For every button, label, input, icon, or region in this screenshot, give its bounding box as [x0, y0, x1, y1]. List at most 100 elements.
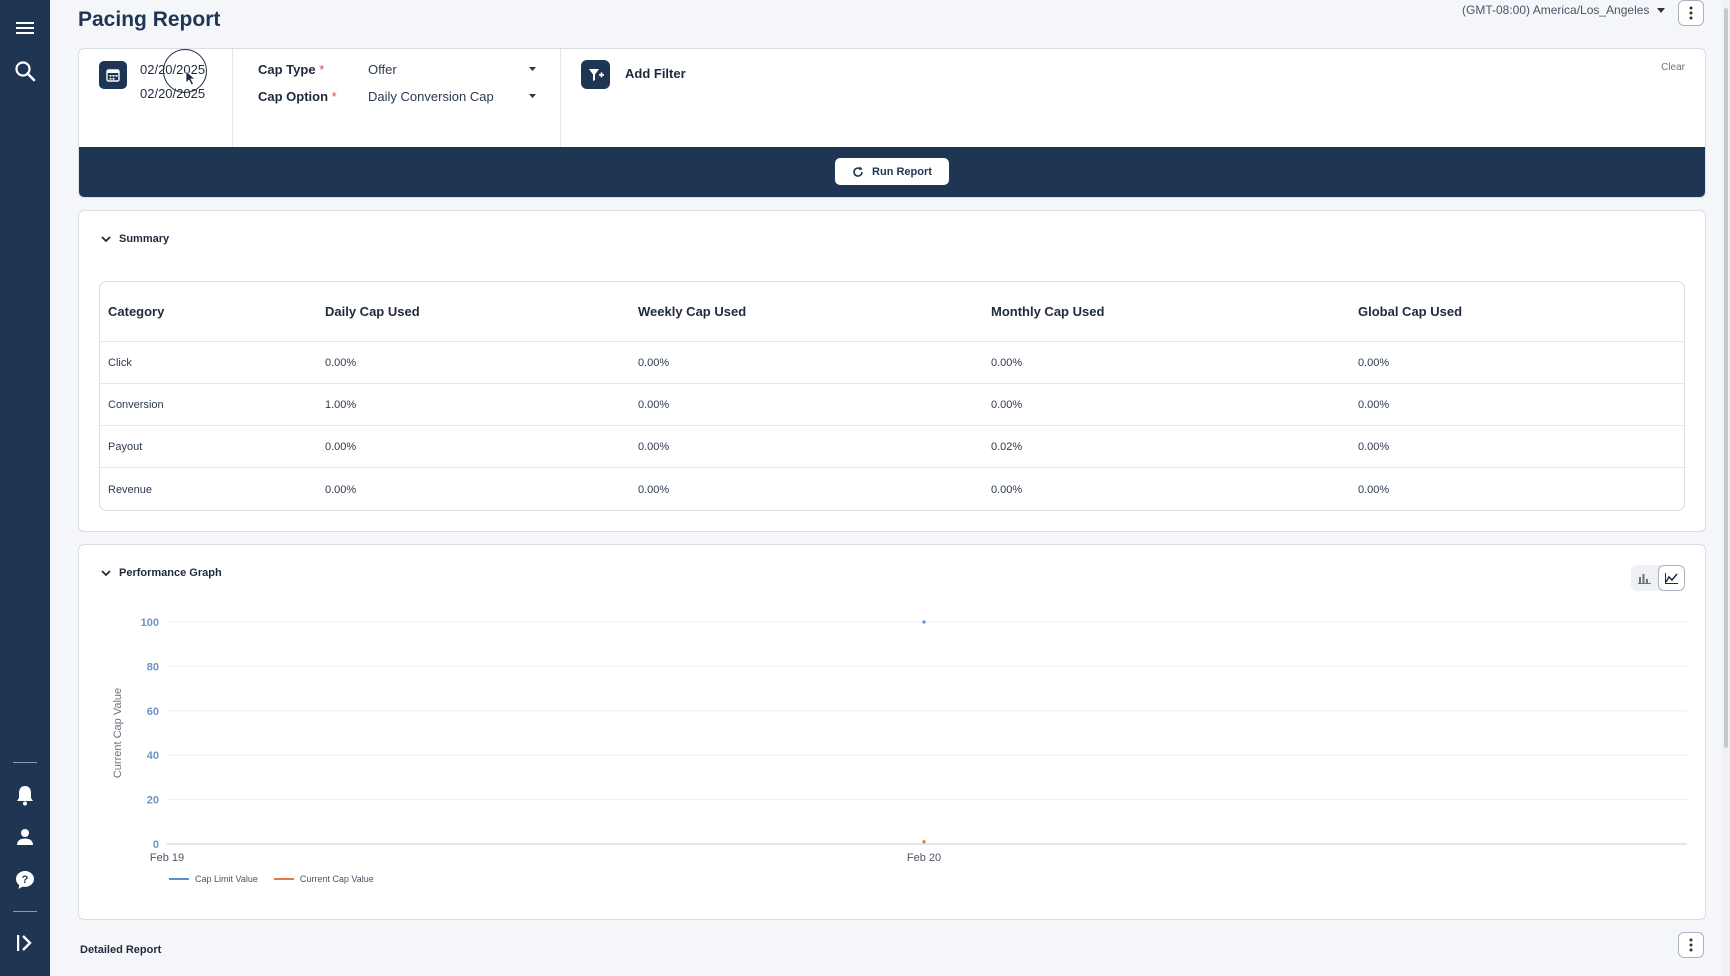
chart-legend: Cap Limit Value Current Cap Value [169, 874, 374, 884]
page-more-button[interactable] [1678, 0, 1704, 26]
run-report-button[interactable]: Run Report [835, 158, 949, 185]
user-icon[interactable] [0, 819, 50, 855]
table-cell: 0.00% [325, 484, 357, 496]
add-filter-button[interactable] [581, 60, 610, 89]
table-cell: 0.00% [638, 356, 670, 369]
table-cell: 0.00% [638, 484, 670, 496]
line-chart-icon [1665, 572, 1678, 584]
calendar-icon [106, 69, 120, 82]
column-header: Global Cap Used [1358, 304, 1463, 319]
data-point [922, 620, 926, 624]
legend-item-current-cap[interactable]: Current Cap Value [273, 874, 374, 884]
y-tick-label: 20 [147, 795, 159, 807]
cap-option-select[interactable]: Daily Conversion Cap [368, 85, 536, 107]
detailed-report-title: Detailed Report [80, 944, 162, 956]
kebab-icon [1689, 6, 1693, 20]
run-report-bar: Run Report [79, 147, 1705, 197]
chevron-down-icon [101, 569, 111, 576]
data-point [922, 840, 926, 844]
expand-icon[interactable] [0, 925, 50, 961]
cap-settings-section: Cap Type * Offer Cap Option * Daily Conv… [233, 49, 561, 147]
bell-icon[interactable] [0, 777, 50, 813]
summary-card: Summary Category Daily Cap Used Weekly C… [78, 210, 1706, 532]
legend-swatch [273, 878, 294, 880]
page-title: Pacing Report [78, 8, 221, 31]
bar-chart-toggle[interactable] [1631, 565, 1658, 591]
y-tick-label: 0 [153, 839, 159, 851]
y-tick-label: 80 [147, 661, 159, 673]
y-axis-label: Current Cap Value [112, 688, 124, 778]
sidebar: ? [0, 0, 50, 976]
cap-type-label-text: Cap Type [258, 62, 316, 77]
table-row: Revenue 0.00% 0.00% 0.00% 0.00% [100, 468, 1684, 510]
performance-card: Performance Graph 0 20 40 60 80 100 Feb 19 Feb … [78, 544, 1706, 920]
svg-text:?: ? [22, 874, 29, 886]
cap-type-label: Cap Type * [258, 62, 324, 77]
table-cell: 0.00% [1358, 484, 1390, 496]
performance-title: Performance Graph [119, 567, 222, 579]
table-cell: 0.00% [991, 398, 1023, 411]
performance-chart: 0 20 40 60 80 100 Feb 19 Feb 20 Current Cap Valu… [112, 617, 1687, 864]
cap-type-value: Offer [368, 61, 397, 77]
calendar-button[interactable] [99, 61, 127, 89]
table-row: Payout 0.00% 0.00% 0.02% 0.00% [100, 426, 1684, 468]
table-cell: 0.02% [991, 440, 1023, 453]
table-cell: 0.00% [325, 440, 357, 453]
cap-option-label: Cap Option * [258, 89, 337, 104]
cap-type-select[interactable]: Offer [368, 58, 536, 80]
timezone-label: (GMT-08:00) America/Los_Angeles [1462, 3, 1650, 17]
required-mark: * [319, 62, 325, 77]
performance-toggle[interactable]: Performance Graph [101, 567, 222, 579]
clear-button[interactable]: Clear [1661, 62, 1685, 73]
x-tick-label: Feb 20 [907, 852, 941, 864]
line-chart-toggle[interactable] [1658, 565, 1685, 591]
timezone-select[interactable]: (GMT-08:00) America/Los_Angeles [1462, 3, 1666, 17]
add-filter-label[interactable]: Add Filter [625, 66, 686, 81]
bar-chart-icon [1638, 573, 1651, 584]
table-cell: 0.00% [638, 440, 670, 453]
date-range-section: 02/20/2025 02/20/2025 [79, 49, 233, 147]
sidebar-divider [13, 762, 37, 763]
y-tick-label: 60 [147, 706, 159, 718]
help-icon[interactable]: ? [0, 862, 50, 898]
filter-add-icon [588, 68, 604, 81]
table-cell: 0.00% [1358, 440, 1390, 453]
table-cell: 1.00% [325, 398, 357, 411]
table-cell: Revenue [108, 484, 153, 496]
required-mark: * [331, 89, 337, 104]
summary-toggle[interactable]: Summary [101, 233, 169, 245]
legend-label: Cap Limit Value [195, 874, 258, 884]
cap-option-label-text: Cap Option [258, 89, 329, 104]
table-cell: 0.00% [325, 356, 357, 369]
filter-panel: 02/20/2025 02/20/2025 Cap Type * Offer C… [78, 48, 1706, 198]
kebab-icon [1689, 938, 1693, 952]
detailed-more-button[interactable] [1678, 932, 1704, 958]
column-header: Monthly Cap Used [991, 304, 1105, 319]
table-header-row: Category Daily Cap Used Weekly Cap Used … [100, 282, 1684, 342]
legend-label: Current Cap Value [299, 874, 374, 884]
y-tick-label: 100 [141, 617, 159, 629]
mouse-pointer-icon [185, 70, 197, 86]
legend-item-cap-limit[interactable]: Cap Limit Value [169, 874, 258, 884]
page-scrollbar[interactable] [1722, 0, 1730, 976]
search-icon[interactable] [0, 53, 50, 89]
table-cell: 0.00% [1358, 356, 1390, 369]
summary-table: Category Daily Cap Used Weekly Cap Used … [99, 281, 1685, 511]
table-cell: 0.00% [991, 484, 1023, 496]
column-header: Weekly Cap Used [638, 304, 747, 319]
table-cell: Conversion [108, 398, 164, 411]
chart-type-toggle [1631, 565, 1685, 591]
table-row: Click 0.00% 0.00% 0.00% 0.00% [100, 342, 1684, 384]
refresh-icon [853, 166, 863, 177]
menu-icon[interactable] [0, 10, 50, 46]
table-cell: 0.00% [1358, 398, 1390, 411]
cursor-highlight [163, 49, 207, 93]
summary-title: Summary [119, 233, 170, 245]
caret-down-icon [1657, 7, 1666, 13]
scroll-thumb[interactable] [1724, 8, 1728, 748]
run-report-label: Run Report [872, 165, 932, 178]
table-cell: Payout [108, 440, 143, 453]
table-row: Conversion 1.00% 0.00% 0.00% 0.00% [100, 384, 1684, 426]
x-tick-label: Feb 19 [150, 852, 184, 864]
table-cell: 0.00% [638, 398, 670, 411]
